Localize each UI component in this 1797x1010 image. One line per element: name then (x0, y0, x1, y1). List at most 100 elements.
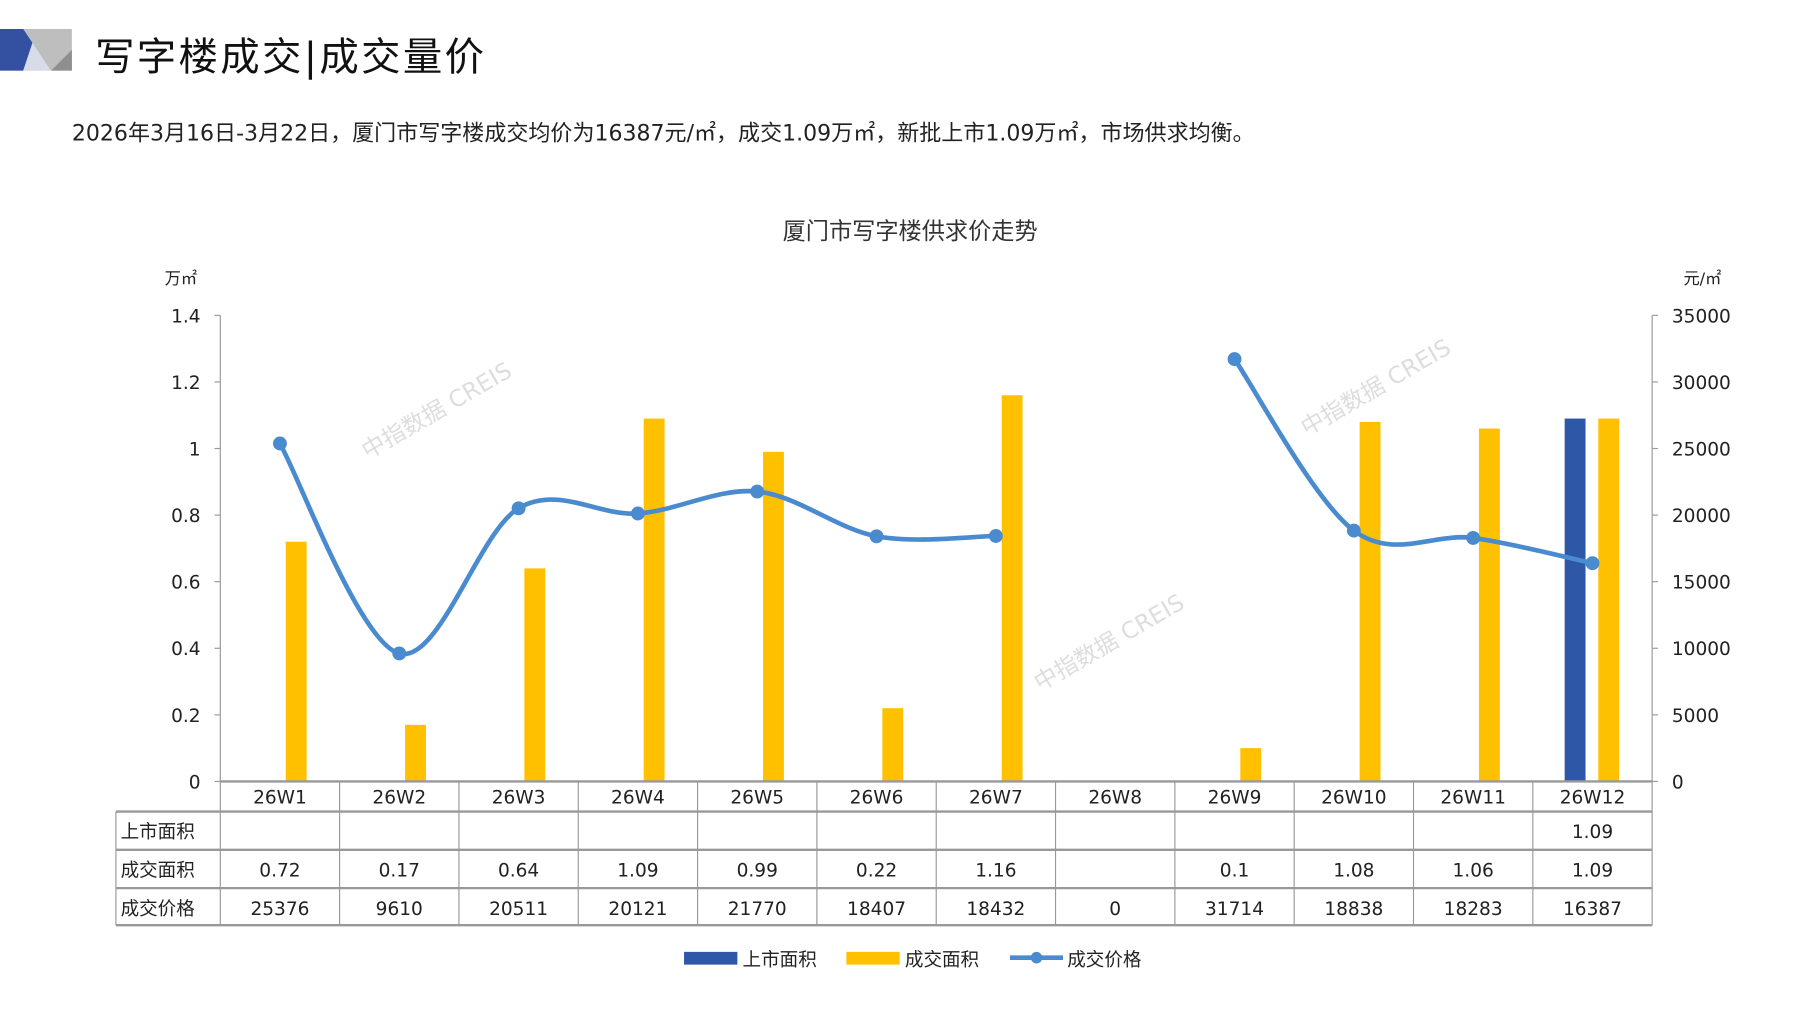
right-axis-unit: 元/㎡ (1683, 270, 1722, 289)
table-cell: 1.09 (1572, 822, 1613, 843)
legend-swatch-price (1009, 951, 1063, 964)
legend-deal-area: 成交面积 (846, 944, 980, 972)
bar-deal-area (882, 708, 904, 782)
table-cell: 18838 (1324, 899, 1383, 920)
table-cell: 1.09 (617, 861, 658, 882)
bar-deal-area (643, 418, 665, 782)
category-label: 26W3 (492, 787, 546, 808)
right-tick-label: 30000 (1672, 373, 1731, 394)
table-cell: 20121 (608, 899, 667, 920)
left-tick-label: 1.4 (171, 306, 201, 327)
bar-deal-area (1598, 418, 1620, 782)
legend-label: 成交价格 (1067, 948, 1142, 971)
price-line (1232, 357, 1593, 566)
legend-swatch-deal-area (846, 951, 901, 965)
price-point (1466, 531, 1481, 545)
price-point (272, 436, 287, 451)
bar-deal-area (1359, 421, 1381, 782)
left-tick-label: 0.4 (171, 639, 201, 660)
right-tick-label: 0 (1672, 772, 1684, 793)
table-cell: 20511 (489, 899, 548, 920)
category-label: 26W11 (1440, 787, 1506, 808)
price-point (1346, 523, 1361, 538)
category-label: 26W5 (730, 787, 784, 808)
table-cell: 1.16 (975, 861, 1016, 882)
table-cell: 9610 (376, 899, 423, 920)
table-cell: 0.99 (737, 861, 778, 882)
category-label: 26W8 (1088, 787, 1142, 808)
legend-label: 上市面积 (742, 948, 817, 971)
watermark: 中指数据 CREIS (1030, 589, 1189, 697)
table-cell: 21770 (728, 899, 787, 920)
category-label: 26W12 (1560, 787, 1626, 808)
table-cell: 18283 (1444, 899, 1503, 920)
category-label: 26W4 (611, 787, 665, 808)
bar-supply (1564, 418, 1586, 782)
price-point (988, 529, 1003, 543)
right-tick-label: 10000 (1672, 639, 1731, 660)
table-row-header: 成交面积 (121, 861, 195, 882)
table-cell: 0.1 (1220, 861, 1250, 882)
table-cell: 18407 (847, 899, 906, 920)
table-cell: 1.06 (1453, 861, 1494, 882)
table-cell: 1.08 (1333, 861, 1374, 882)
table-cell: 0 (1109, 899, 1121, 920)
bar-deal-area (1478, 428, 1500, 782)
category-label: 26W9 (1208, 787, 1262, 808)
summary-text: 2026年3月16日-3月22日，厦门市写字楼成交均价为16387元/㎡，成交1… (71, 120, 1255, 147)
chart-title: 厦门市写字楼供求价走势 (782, 216, 1038, 245)
price-point (1227, 352, 1242, 367)
page-title: 写字楼成交|成交量价 (95, 34, 487, 82)
legend-supply: 上市面积 (684, 944, 817, 972)
right-tick-label: 5000 (1672, 706, 1719, 727)
right-tick-label: 35000 (1672, 306, 1731, 327)
price-point (392, 646, 407, 661)
legend-swatch-supply (684, 951, 738, 965)
bar-deal-area (1001, 395, 1023, 782)
table-row-header: 成交价格 (121, 899, 196, 920)
logo-icon (0, 28, 72, 71)
left-tick-label: 0.2 (171, 706, 201, 727)
right-tick-label: 15000 (1672, 573, 1731, 594)
left-tick-label: 1 (189, 439, 201, 460)
price-point (511, 501, 526, 516)
legend-price: 成交价格 (1009, 944, 1141, 972)
price-point (1585, 556, 1600, 571)
left-tick-label: 0.8 (171, 506, 201, 527)
table-cell: 0.64 (498, 861, 539, 882)
table-cell: 0.72 (259, 861, 300, 882)
bar-deal-area (1240, 748, 1262, 782)
table-cell: 31714 (1205, 899, 1264, 920)
category-label: 26W7 (969, 787, 1023, 808)
right-tick-label: 20000 (1672, 506, 1731, 527)
category-label: 26W10 (1321, 787, 1387, 808)
bar-deal-area (405, 724, 426, 782)
table-cell: 1.09 (1572, 861, 1613, 882)
table-row-header: 上市面积 (121, 822, 195, 843)
left-axis-unit: 万㎡ (164, 270, 198, 289)
table-cell: 0.17 (379, 861, 420, 882)
legend: 上市面积 成交面积 成交价格 (0, 944, 1797, 972)
category-label: 26W6 (850, 787, 904, 808)
watermark: 中指数据 CREIS (357, 357, 516, 465)
bar-deal-area (285, 541, 307, 782)
category-label: 26W2 (372, 787, 426, 808)
table-cell: 0.22 (856, 861, 897, 882)
legend-label: 成交面积 (904, 948, 980, 971)
price-point (869, 529, 884, 544)
bar-deal-area (524, 568, 546, 782)
table-cell: 25376 (250, 899, 309, 920)
table-cell: 16387 (1563, 899, 1622, 920)
price-line (277, 442, 996, 657)
left-tick-label: 0 (189, 772, 201, 793)
right-tick-label: 25000 (1672, 439, 1731, 460)
left-tick-label: 1.2 (171, 373, 201, 394)
price-point (630, 506, 645, 521)
left-tick-label: 0.6 (171, 573, 201, 594)
table-cell: 18432 (966, 899, 1025, 920)
category-label: 26W1 (253, 787, 307, 808)
bar-deal-area (763, 451, 784, 782)
price-point (750, 484, 765, 499)
